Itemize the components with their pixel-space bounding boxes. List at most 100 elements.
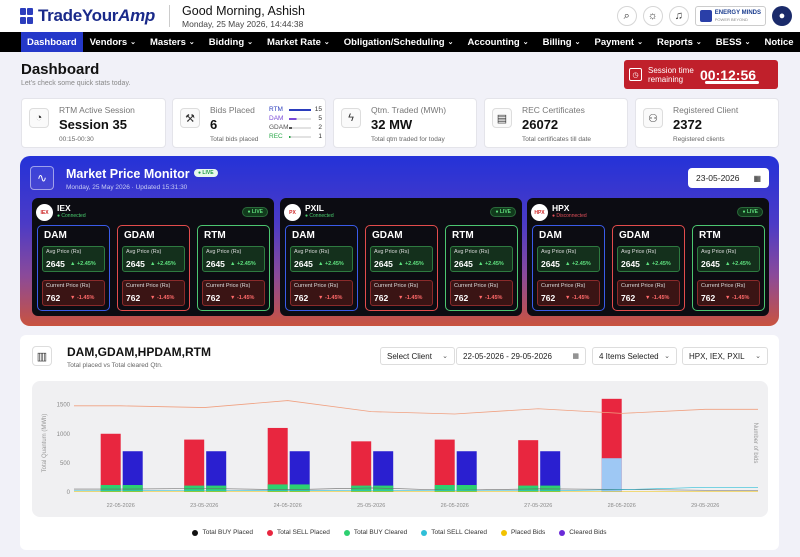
- exchange-name: HPX: [552, 203, 570, 213]
- bids-legend-name: RTM: [269, 106, 283, 113]
- calendar-icon: ▦: [572, 353, 579, 360]
- legend-item[interactable]: Total SELL Placed: [266, 529, 330, 536]
- stat-title: Bids Placed: [210, 105, 255, 115]
- legend-item[interactable]: Total SELL Cleared: [421, 529, 487, 536]
- buy-cleared-bar: [456, 485, 477, 492]
- lightning-icon: ϟ: [341, 108, 361, 128]
- stat-sub: Total bids placed: [210, 136, 259, 143]
- legend-item[interactable]: Total BUY Placed: [192, 529, 253, 536]
- nav-item-reports[interactable]: Reports ⌄: [650, 32, 709, 52]
- client-select[interactable]: Select Client ⌄: [380, 347, 455, 365]
- chevron-down-icon: ⌄: [323, 39, 330, 46]
- nav-item-notice[interactable]: Notice: [758, 32, 800, 52]
- price-card-rtm[interactable]: RTM Avg Price (Rs) 2645 ▲ +2.45% Current Pri…: [197, 225, 270, 311]
- monitor-subtitle: Monday, 25 May 2026 · Updated 15:31:30: [66, 184, 188, 191]
- bids-legend-row: GDAM 2: [269, 123, 322, 132]
- price-card-gdam[interactable]: GDAM Avg Price (Rs) 2645 ▲ +2.45% Current Pr…: [365, 225, 438, 311]
- stat-sub: Registered clients: [673, 136, 725, 143]
- avg-price-change: ▲ +2.45%: [478, 261, 504, 267]
- current-price-value: 762: [541, 293, 556, 303]
- buy-cleared-bar: [601, 458, 622, 492]
- stat-value: 2372: [673, 117, 702, 132]
- nav-item-label: Obligation/Scheduling: [343, 36, 445, 48]
- bids-legend-row: DAM 5: [269, 114, 322, 123]
- exchange-select[interactable]: HPX, IEX, PXIL ⌄: [682, 347, 768, 365]
- chart-title: DAM,GDAM,HPDAM,RTM: [67, 345, 211, 359]
- buy-placed-line: [74, 487, 758, 491]
- nav-item-bidding[interactable]: Bidding ⌄: [202, 32, 260, 52]
- brand-name: ENERGY MINDS: [714, 10, 761, 16]
- nav-item-obligation-scheduling[interactable]: Obligation/Scheduling ⌄: [337, 32, 461, 52]
- date-range-picker[interactable]: 22-05-2026 - 29-05-2026 ▦: [456, 347, 586, 365]
- avg-price-change: ▲ +2.45%: [725, 261, 751, 267]
- market-name: RTM: [452, 230, 474, 241]
- exchange-status: ● Connected: [57, 213, 86, 219]
- items-select[interactable]: 4 Items Selected ⌄: [592, 347, 677, 365]
- stat-sub: Total qtm traded for today: [371, 136, 445, 143]
- user-avatar-icon[interactable]: ●: [772, 6, 792, 26]
- exchange-select-value: HPX, IEX, PXIL: [689, 351, 745, 361]
- sell-placed-bar: [267, 427, 288, 492]
- nav-item-dashboard[interactable]: Dashboard: [21, 32, 83, 52]
- price-card-rtm[interactable]: RTM Avg Price (Rs) 2645 ▲ +2.45% Current Pri…: [692, 225, 765, 311]
- chart-legend: Total BUY Placed Total SELL Placed Total B…: [20, 529, 779, 536]
- avg-price-label: Avg Price (Rs): [541, 249, 577, 255]
- app-logo[interactable]: TradeYour Amp: [20, 6, 155, 26]
- bids-legend-name: REC: [269, 133, 283, 140]
- avg-price-label: Avg Price (Rs): [374, 249, 410, 255]
- nav-item-masters[interactable]: Masters ⌄: [143, 32, 202, 52]
- legend-item[interactable]: Cleared Bids: [559, 529, 607, 536]
- live-badge: ● LIVE: [242, 207, 268, 217]
- current-price-value: 762: [126, 293, 141, 303]
- price-card-gdam[interactable]: GDAM Avg Price (Rs) 2645 ▲ +2.45% Current Pr…: [612, 225, 685, 311]
- avg-price-box: Avg Price (Rs) 2645 ▲ +2.45%: [290, 246, 353, 272]
- current-price-box: Current Price (Rs) 762 ▼ -1.45%: [617, 280, 680, 306]
- exchange-name: IEX: [57, 203, 71, 213]
- legend-dot-icon: [192, 529, 199, 536]
- cleared-bids-bar: [289, 451, 310, 492]
- x-tick-label: 24-05-2026: [274, 503, 302, 509]
- buy-cleared-bar: [289, 484, 310, 492]
- legend-item[interactable]: Total BUY Cleared: [343, 529, 407, 536]
- y-tick-label: 0: [67, 490, 71, 496]
- price-card-gdam[interactable]: GDAM Avg Price (Rs) 2645 ▲ +2.45% Current Pr…: [117, 225, 190, 311]
- current-price-change: ▼ -1.45%: [478, 295, 503, 301]
- buy-cleared-bar: [122, 485, 143, 492]
- price-card-dam[interactable]: DAM Avg Price (Rs) 2645 ▲ +2.45% Current Pri…: [532, 225, 605, 311]
- x-tick-label: 25-05-2026: [357, 503, 385, 509]
- sell-cleared-line: [74, 487, 758, 492]
- monitor-date-picker[interactable]: 23-05-2026 ▦: [688, 168, 769, 188]
- nav-item-bess[interactable]: BESS ⌄: [709, 32, 758, 52]
- avg-price-value: 2645: [206, 259, 225, 269]
- legend-item[interactable]: Placed Bids: [500, 529, 545, 536]
- x-tick-label: 23-05-2026: [190, 503, 218, 509]
- avg-price-value: 2645: [46, 259, 65, 269]
- header-actions: ⌕ ☼ ♫ ENERGY MINDS POWER BEYOND ●: [616, 6, 792, 26]
- nav-item-label: Reports: [656, 36, 693, 48]
- market-name: GDAM: [372, 230, 403, 241]
- y-axis-label: Total Quantum (MWh): [42, 414, 48, 473]
- avg-price-change: ▲ +2.45%: [565, 261, 591, 267]
- notification-bell-icon[interactable]: ♫: [668, 6, 689, 26]
- chevron-down-icon: ⌄: [574, 39, 581, 46]
- price-card-dam[interactable]: DAM Avg Price (Rs) 2645 ▲ +2.45% Current Pri…: [37, 225, 110, 311]
- current-price-change: ▼ -1.45%: [725, 295, 750, 301]
- cleared-bids-bar: [122, 451, 143, 492]
- bids-legend-count: 2: [318, 124, 322, 131]
- buy-cleared-bar: [267, 484, 288, 492]
- current-price-value: 762: [46, 293, 61, 303]
- nav-item-payment[interactable]: Payment ⌄: [587, 32, 649, 52]
- current-price-value: 762: [454, 293, 469, 303]
- search-icon[interactable]: ⌕: [616, 6, 637, 26]
- price-card-rtm[interactable]: RTM Avg Price (Rs) 2645 ▲ +2.45% Current Pri…: [445, 225, 518, 311]
- nav-item-vendors[interactable]: Vendors ⌄: [83, 32, 143, 52]
- market-name: RTM: [699, 230, 721, 241]
- theme-toggle-icon[interactable]: ☼: [642, 6, 663, 26]
- nav-item-market-rate[interactable]: Market Rate ⌄: [260, 32, 337, 52]
- nav-item-billing[interactable]: Billing ⌄: [536, 32, 588, 52]
- sell-placed-bar: [434, 439, 455, 492]
- price-card-dam[interactable]: DAM Avg Price (Rs) 2645 ▲ +2.45% Current Pri…: [285, 225, 358, 311]
- current-price-box: Current Price (Rs) 762 ▼ -1.45%: [450, 280, 513, 306]
- cleared-bids-bar: [456, 451, 477, 492]
- nav-item-accounting[interactable]: Accounting ⌄: [460, 32, 535, 52]
